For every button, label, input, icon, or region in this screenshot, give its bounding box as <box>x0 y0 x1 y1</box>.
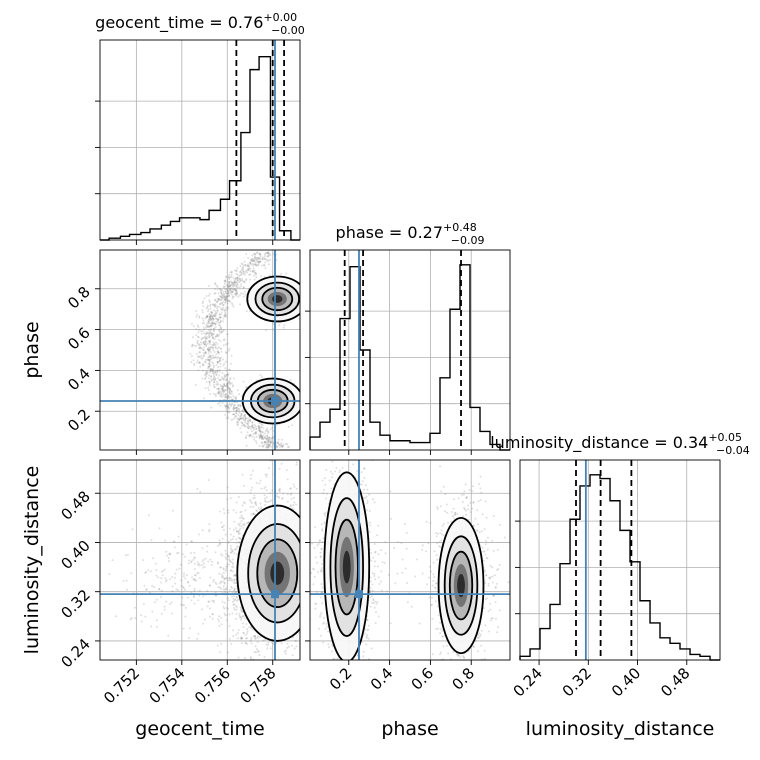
panel-geocent-time-vs-luminosity-distance <box>99 459 301 661</box>
y-ticks-luminosity-distance <box>305 492 310 642</box>
density-shade <box>457 573 465 598</box>
contour-line <box>236 504 300 642</box>
x-tick-label: 0.32 <box>559 664 595 700</box>
contour-line <box>254 281 300 317</box>
panel-frame <box>309 459 511 661</box>
contour-line <box>437 516 485 655</box>
contour-line <box>448 550 474 621</box>
contour-line <box>247 523 300 624</box>
x-ticks-geocent-time <box>135 450 274 455</box>
axis-labels: geocent_time phase luminosity_distancephas… <box>21 321 714 740</box>
x-tick-label: 0.8 <box>448 664 478 694</box>
contour-line <box>246 275 300 323</box>
title-plus: +0.48 <box>443 221 477 234</box>
panel-frame <box>99 39 301 241</box>
x-axis-label-luminosity-distance: luminosity_distance <box>526 718 715 740</box>
histogram-step <box>309 264 510 451</box>
panel-frame <box>99 249 301 451</box>
contour-line <box>261 286 294 312</box>
x-ticks-phase: 0.2 0.4 0.6 0.8 <box>326 660 478 694</box>
x-tick-label: 0.752 <box>100 664 143 707</box>
panel-content <box>100 460 300 660</box>
y-tick-label: 0.8 <box>64 283 94 313</box>
title-param-name: phase <box>336 223 384 242</box>
density-contours <box>323 471 485 660</box>
y-tick-label: 0.6 <box>64 324 94 354</box>
title-luminosity-distance: luminosity_distance = 0.34+0.05 −0.04 <box>490 431 750 457</box>
title-param-name: luminosity_distance <box>490 433 649 453</box>
truth-marker <box>354 590 363 599</box>
panel-phase-vs-luminosity-distance <box>309 459 511 661</box>
panel-geocent-time-vs-phase <box>99 249 301 451</box>
contour-line <box>329 497 364 637</box>
y-tick-label: 0.4 <box>64 365 94 395</box>
x-tick-label: 0.48 <box>657 664 693 700</box>
y-axis-label-phase: phase <box>21 321 43 378</box>
histogram-step <box>100 55 300 241</box>
x-ticks-geocent-time <box>135 240 274 245</box>
title-median: 0.27 <box>407 223 443 242</box>
title-minus: −0.04 <box>716 444 750 457</box>
y-tick-label: 0.48 <box>57 487 93 523</box>
density-shade <box>342 550 351 584</box>
title-geocent-time: geocent_time = 0.76+0.00 −0.00 <box>95 11 305 37</box>
x-ticks-luminosity-distance: 0.24 0.32 0.40 0.48 <box>510 660 694 700</box>
contour-line <box>323 471 371 660</box>
x-ticks-phase <box>348 450 472 455</box>
x-tick-label: 0.24 <box>510 664 546 700</box>
y-tick-label: 0.2 <box>64 405 94 435</box>
hist-luminosity-distance: luminosity_distance = 0.34+0.05 −0.04 <box>490 431 750 661</box>
y-axis-label-luminosity-distance: luminosity_distance <box>21 466 43 655</box>
hist-phase: phase = 0.27+0.48 −0.09 <box>305 221 511 451</box>
truth-marker <box>271 590 279 599</box>
density-shade <box>272 295 283 303</box>
panel-frame <box>99 459 301 661</box>
y-tick-label: 0.32 <box>57 586 93 622</box>
title-minus: −0.00 <box>271 24 305 37</box>
title-plus: +0.05 <box>708 431 742 444</box>
contour-line <box>443 535 479 636</box>
histogram-step <box>519 474 720 661</box>
title-plus: +0.00 <box>263 11 297 24</box>
title-median: 0.34 <box>673 433 709 452</box>
title-param-name: geocent_time <box>95 13 204 33</box>
x-axis-label-phase: phase <box>381 718 438 740</box>
x-tick-label: 0.758 <box>236 664 279 707</box>
x-tick-label: 0.6 <box>408 664 438 694</box>
x-tick-label: 0.754 <box>146 664 189 707</box>
contour-line <box>256 538 299 608</box>
panel-content <box>310 460 510 660</box>
title-equals: = <box>204 13 228 32</box>
truth-marker <box>271 397 279 406</box>
x-ticks-geocent-time: 0.752 0.754 0.756 0.758 <box>100 660 280 707</box>
title-equals: = <box>649 433 673 452</box>
y-tick-label: 0.24 <box>57 635 93 671</box>
x-tick-label: 0.4 <box>367 664 397 694</box>
x-tick-label: 0.2 <box>326 664 356 694</box>
panel-content <box>100 250 300 450</box>
y-ticks-phase: 0.2 0.4 0.6 0.8 <box>64 283 100 435</box>
x-tick-label: 0.756 <box>191 664 234 707</box>
density-contours <box>236 504 300 642</box>
title-minus: −0.09 <box>451 234 485 247</box>
panel-frame <box>519 459 721 661</box>
hist-geocent-time: geocent_time = 0.76+0.00 −0.00 <box>95 11 305 241</box>
density-shade <box>270 561 285 585</box>
x-axis-label-geocent-time: geocent_time <box>135 718 264 740</box>
title-median: 0.76 <box>228 13 264 32</box>
x-tick-label: 0.40 <box>608 664 644 700</box>
panel-frame <box>309 249 511 451</box>
title-equals: = <box>384 223 408 242</box>
title-phase: phase = 0.27+0.48 −0.09 <box>336 221 485 247</box>
contour-line <box>334 518 359 616</box>
y-tick-label: 0.40 <box>57 537 93 573</box>
y-ticks-luminosity-distance: 0.24 0.32 0.40 0.48 <box>57 487 100 671</box>
